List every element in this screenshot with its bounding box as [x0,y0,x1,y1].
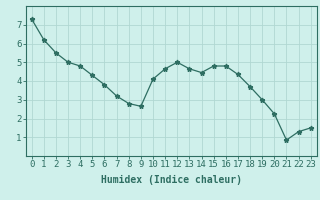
X-axis label: Humidex (Indice chaleur): Humidex (Indice chaleur) [101,175,242,185]
